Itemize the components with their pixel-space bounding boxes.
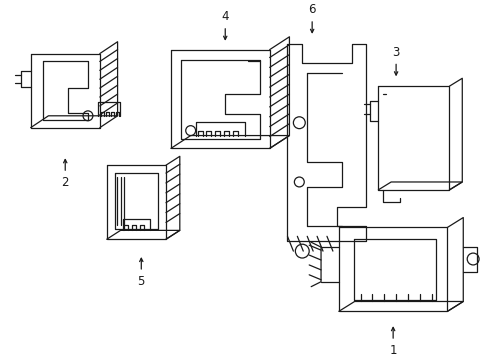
Text: 2: 2 [61,176,69,189]
Text: 3: 3 [391,45,399,59]
Text: 6: 6 [308,3,315,16]
Text: 1: 1 [388,344,396,357]
Text: 4: 4 [221,10,228,23]
Text: 5: 5 [137,275,144,288]
